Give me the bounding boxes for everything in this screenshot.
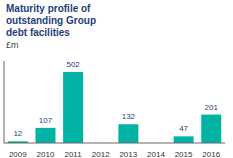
html-text:Maturity profile of: Maturity profile of — [6, 3, 91, 14]
svg-text:2012: 2012 — [92, 150, 110, 157]
svg-text:47: 47 — [179, 124, 188, 133]
svg-text:201: 201 — [205, 103, 219, 112]
svg-text:107: 107 — [39, 116, 53, 125]
svg-text:2011: 2011 — [64, 150, 82, 157]
svg-text:2010: 2010 — [37, 150, 55, 157]
html-text:debt facilities: debt facilities — [6, 27, 70, 38]
svg-text:502: 502 — [66, 60, 80, 69]
svg-text:2009: 2009 — [9, 150, 27, 157]
svg-text:2016: 2016 — [202, 150, 220, 157]
svg-text:132: 132 — [122, 112, 136, 121]
svg-text:2014: 2014 — [147, 150, 165, 157]
svg-text:2015: 2015 — [175, 150, 193, 157]
html-text:£m: £m — [6, 40, 19, 50]
svg-text:12: 12 — [13, 129, 22, 138]
svg-text:2013: 2013 — [119, 150, 137, 157]
html-text:outstanding Group: outstanding Group — [6, 15, 96, 26]
